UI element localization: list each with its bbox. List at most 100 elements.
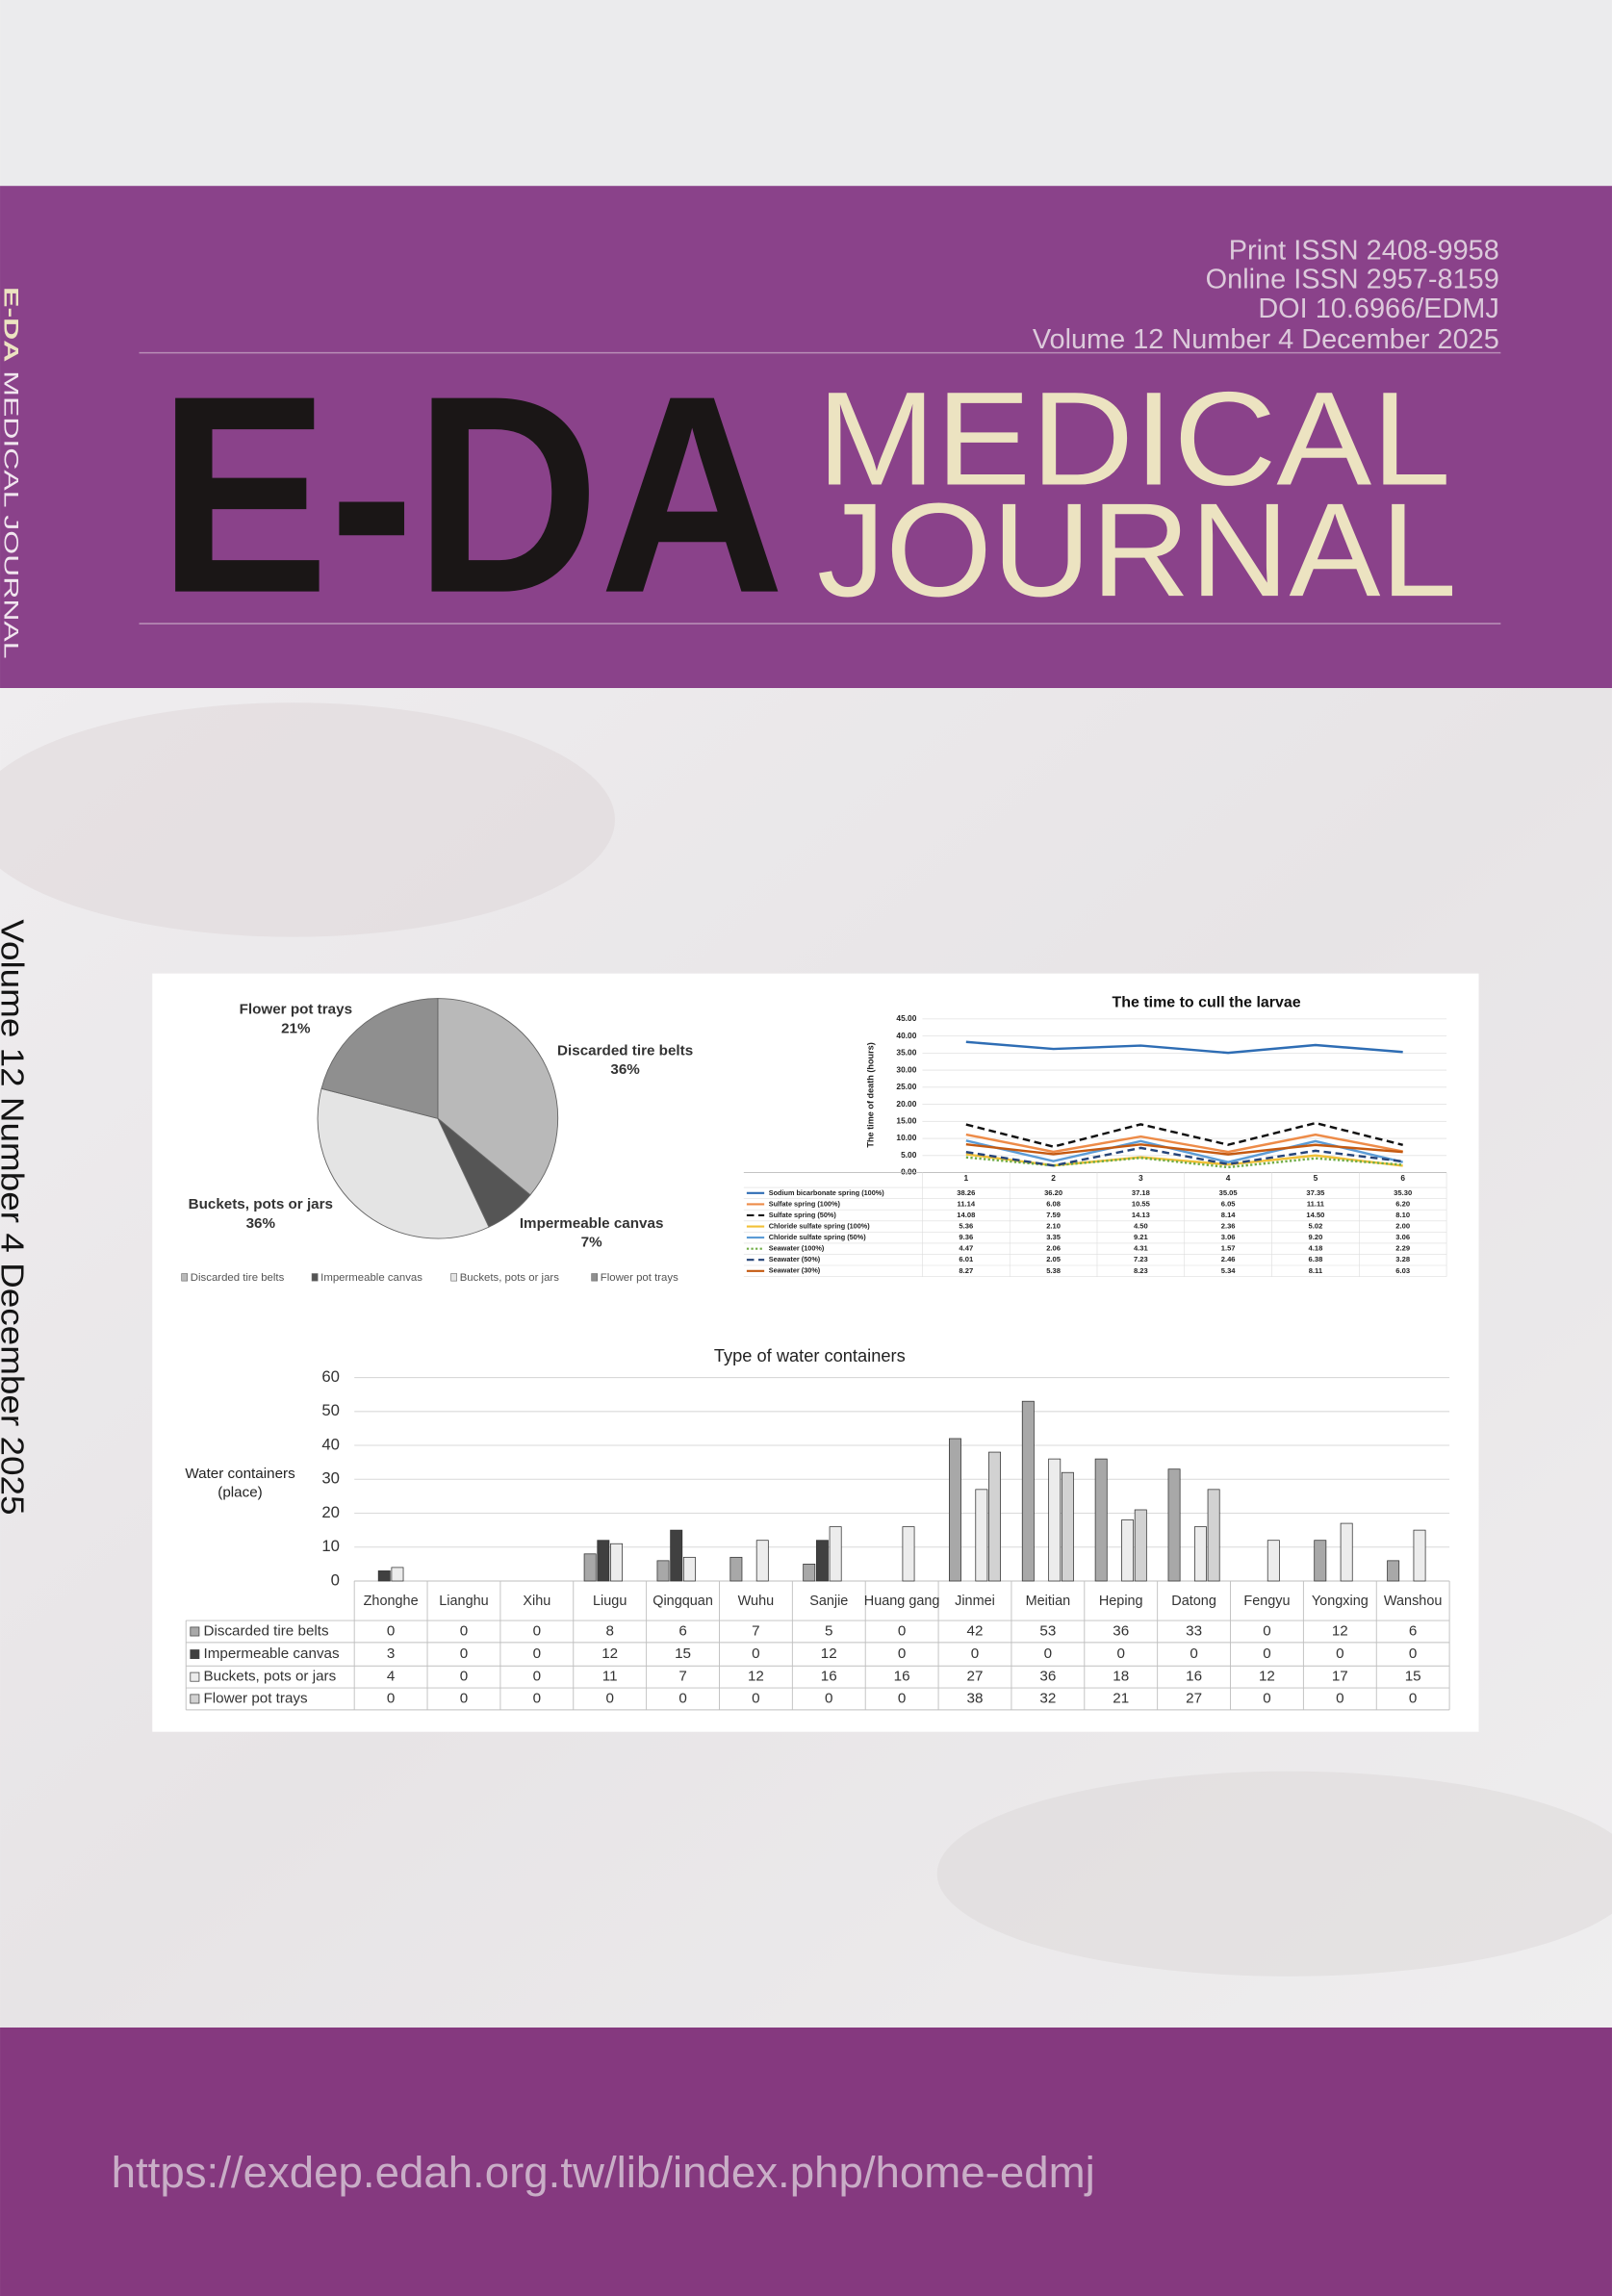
table-value: 27: [1186, 1690, 1202, 1706]
table-value: 5.34: [1221, 1266, 1237, 1275]
table-value: 14.13: [1132, 1211, 1150, 1219]
table-value: 6: [1409, 1622, 1417, 1639]
issue-info: Volume 12 Number 4 December 2025: [1033, 324, 1499, 355]
series-line: [965, 1121, 1403, 1148]
table-value: 0: [460, 1669, 468, 1685]
table-value: 2.00: [1395, 1222, 1410, 1231]
x-tick-label: Yongxing: [1312, 1594, 1369, 1609]
y-axis-label: Water containers: [185, 1466, 295, 1482]
table-value: 6.01: [959, 1255, 974, 1263]
spine-abbr: E-DA: [0, 287, 23, 362]
slice-label: Flower pot trays: [240, 1002, 352, 1018]
table-value: 0: [387, 1622, 395, 1639]
table-value: 0: [460, 1645, 468, 1662]
table-value: 17: [1332, 1669, 1348, 1685]
bar: [1193, 1526, 1207, 1582]
title-line: MEDICAL: [817, 366, 1451, 514]
issn-online: Online ISSN 2957-8159: [1206, 265, 1499, 295]
table-value: 4.31: [1134, 1244, 1149, 1253]
table-value: 12: [1259, 1669, 1275, 1685]
table-value: 27: [967, 1669, 984, 1685]
table-value: 2.06: [1046, 1244, 1061, 1253]
table-value: 1.57: [1221, 1244, 1236, 1253]
table-value: 0: [1263, 1645, 1270, 1662]
legend-label: Chloride sulfate spring (50%): [769, 1233, 867, 1241]
table-value: 42: [967, 1622, 984, 1639]
legend-label: Sulfate spring (100%): [769, 1199, 841, 1208]
legend-label: Sulfate spring (50%): [769, 1211, 837, 1219]
x-tick-label: Sanjie: [809, 1594, 848, 1609]
table-value: 33: [1186, 1622, 1202, 1639]
y-axis-label: (place): [217, 1485, 262, 1501]
table-value: 5.36: [959, 1222, 973, 1231]
table-value: 35.05: [1219, 1188, 1239, 1197]
bar: [1387, 1560, 1400, 1582]
legend-swatch: [190, 1671, 200, 1682]
y-tick-label: 40: [321, 1435, 340, 1453]
legend-label: Impermeable canvas: [320, 1272, 422, 1284]
table-value: 0: [533, 1669, 541, 1685]
table-value: 2.36: [1221, 1222, 1236, 1231]
table-value: 8.23: [1134, 1266, 1148, 1275]
bar: [670, 1529, 683, 1582]
table-value: 3: [387, 1645, 395, 1662]
x-tick-label: Wuhu: [738, 1594, 774, 1609]
table-value: 8.10: [1395, 1211, 1410, 1219]
table-value: 3.06: [1221, 1233, 1236, 1241]
slice-value-label: 7%: [581, 1235, 602, 1251]
table-value: 0: [533, 1690, 541, 1706]
bar: [377, 1570, 391, 1582]
y-tick-label: 10.00: [896, 1133, 916, 1142]
table-value: 5.02: [1309, 1222, 1323, 1231]
table-value: 8.11: [1309, 1266, 1323, 1275]
table-value: 16: [821, 1669, 837, 1685]
table-value: 4: [387, 1669, 396, 1685]
table-value: 36: [1113, 1622, 1129, 1639]
table-value: 38: [967, 1690, 984, 1706]
table-value: 12: [821, 1645, 837, 1662]
table-value: 6.20: [1395, 1199, 1410, 1208]
table-value: 7: [678, 1669, 686, 1685]
chart-title: The time to cull the larvae: [1113, 994, 1301, 1010]
table-value: 8: [605, 1622, 613, 1639]
slice-value-label: 21%: [281, 1020, 311, 1036]
spine-volume: Volume 12 Number 4 December 2025: [0, 919, 30, 1515]
legend-label: Seawater (50%): [769, 1255, 821, 1263]
table-value: 38.26: [957, 1188, 975, 1197]
y-tick-label: 35.00: [896, 1048, 916, 1058]
bar: [815, 1540, 829, 1582]
bar: [902, 1526, 915, 1582]
legend-label: Chloride sulfate spring (100%): [769, 1221, 871, 1230]
table-value: 0: [533, 1622, 541, 1639]
x-tick-label: Jinmei: [955, 1594, 995, 1609]
legend-label: Seawater (30%): [769, 1266, 821, 1275]
x-tick-label: 6: [1400, 1173, 1405, 1183]
bar: [1340, 1522, 1353, 1582]
table-value: 5.38: [1046, 1266, 1061, 1275]
bar: [1094, 1458, 1108, 1582]
x-tick-label: 3: [1139, 1173, 1143, 1183]
bar: [1021, 1400, 1035, 1582]
table-value: 0: [678, 1690, 686, 1706]
table-value: 0: [1190, 1645, 1197, 1662]
bar: [1167, 1468, 1181, 1582]
bar: [1121, 1519, 1135, 1582]
x-tick-label: Liugu: [593, 1594, 627, 1609]
blur-shape: [936, 1771, 1612, 1977]
bar: [597, 1540, 610, 1582]
slice-label: Discarded tire belts: [557, 1042, 693, 1059]
bar: [583, 1553, 597, 1582]
series-line: [965, 1139, 1403, 1163]
table-value: 0: [752, 1690, 759, 1706]
y-tick-label: 25.00: [896, 1082, 916, 1091]
x-tick-label: 5: [1314, 1173, 1318, 1183]
bar: [1134, 1509, 1147, 1582]
table-value: 0: [387, 1690, 395, 1706]
pie-slice: [317, 1087, 490, 1239]
table-value: 0: [1116, 1645, 1124, 1662]
table-value: 7.23: [1134, 1255, 1148, 1263]
table-value: 0: [971, 1645, 979, 1662]
legend-swatch: [190, 1694, 200, 1704]
table-value: 18: [1113, 1669, 1129, 1685]
